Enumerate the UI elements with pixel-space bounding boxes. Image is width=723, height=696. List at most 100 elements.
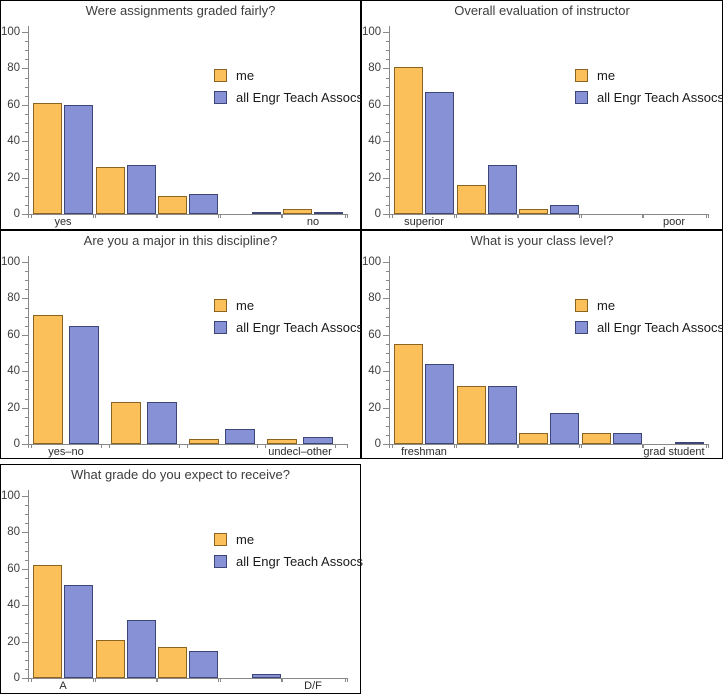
- x-axis: [28, 444, 348, 445]
- y-major-tick: [383, 141, 389, 143]
- y-tick-label: 40: [7, 365, 20, 378]
- y-minor-tick: [385, 113, 389, 115]
- y-minor-tick: [385, 425, 389, 427]
- legend-label-me: me: [236, 531, 255, 547]
- y-tick-label: 100: [1, 256, 21, 268]
- bar-me: [111, 402, 141, 444]
- x-axis: [389, 214, 709, 215]
- y-minor-tick: [24, 316, 28, 318]
- legend-label-me: me: [597, 297, 616, 313]
- y-minor-tick: [24, 343, 28, 345]
- x-tick: [280, 678, 282, 682]
- y-minor-tick: [385, 280, 389, 282]
- y-tick-label: 40: [368, 135, 381, 148]
- y-tick-label: 0: [13, 438, 20, 450]
- y-major-tick: [22, 371, 28, 373]
- category-label: superior: [404, 216, 444, 228]
- y-major-tick: [22, 605, 28, 607]
- y-minor-tick: [24, 307, 28, 309]
- chart-title: Are you a major in this discipline?: [83, 233, 278, 248]
- bar-me: [267, 439, 297, 444]
- y-major-tick: [383, 68, 389, 70]
- bar-all: [64, 105, 93, 214]
- y-major-tick: [22, 32, 28, 33]
- y-minor-tick: [385, 204, 389, 206]
- x-tick: [93, 214, 94, 218]
- x-tick: [580, 214, 582, 218]
- x-tick: [334, 444, 336, 448]
- y-axis: [28, 26, 29, 218]
- y-minor-tick: [24, 505, 28, 507]
- y-tick-label: 80: [368, 292, 381, 305]
- y-tick-label: 20: [7, 171, 20, 184]
- legend-label-all: all Engr Teach Assocs: [597, 319, 723, 335]
- y-minor-tick: [24, 541, 28, 543]
- y-major-tick: [22, 141, 28, 143]
- bar-all: [550, 205, 579, 214]
- legend-swatch-all: [214, 554, 227, 568]
- legend-item-me: me: [214, 294, 363, 316]
- x-tick: [344, 678, 346, 682]
- y-minor-tick: [385, 353, 389, 354]
- legend-swatch-me: [575, 68, 588, 82]
- y-minor-tick: [24, 132, 28, 134]
- x-axis-end-tick: [708, 444, 709, 448]
- x-tick: [282, 678, 283, 682]
- y-tick-label: 20: [368, 171, 381, 184]
- y-minor-tick: [385, 50, 389, 52]
- legend-label-all: all Engr Teach Assocs: [236, 553, 363, 569]
- x-tick: [391, 444, 393, 448]
- bar-all: [189, 651, 218, 678]
- y-minor-tick: [24, 523, 28, 525]
- y-minor-tick: [385, 150, 389, 152]
- y-tick-label: 0: [13, 208, 20, 220]
- bar-me: [456, 185, 486, 214]
- y-major-tick: [22, 214, 28, 215]
- y-minor-tick: [24, 168, 28, 170]
- y-tick-label: 80: [7, 292, 20, 305]
- y-tick-label: 100: [1, 26, 21, 38]
- y-tick-label: 100: [362, 256, 382, 268]
- bar-all: [251, 212, 281, 214]
- bar-me: [33, 565, 62, 678]
- y-minor-tick: [24, 623, 28, 625]
- x-tick: [157, 678, 158, 682]
- y-minor-tick: [24, 596, 28, 598]
- y-tick-label: 100: [362, 26, 382, 38]
- legend-swatch-me: [214, 532, 227, 546]
- y-major-tick: [383, 214, 389, 215]
- y-minor-tick: [385, 380, 389, 382]
- bar-all: [425, 92, 454, 214]
- chart-panel-class-level: What is your class level? 0 20 40 60 80 100 fr…: [361, 230, 723, 459]
- legend-item-me: me: [575, 294, 723, 316]
- bar-all: [675, 442, 704, 444]
- y-axis: [28, 256, 29, 448]
- y-tick-label: 80: [368, 62, 381, 75]
- bar-me: [519, 209, 548, 214]
- x-tick: [579, 444, 580, 448]
- y-minor-tick: [385, 434, 389, 436]
- bar-all: [303, 437, 333, 444]
- y-minor-tick: [24, 380, 28, 382]
- x-tick: [282, 214, 283, 218]
- x-tick: [516, 444, 518, 448]
- y-major-tick: [22, 641, 28, 643]
- plot-area: 0 20 40 60 80 100 superior poor: [362, 1, 722, 229]
- plot-area: 0 20 40 60 80 100 yes no: [1, 1, 360, 229]
- y-major-tick: [22, 334, 28, 336]
- x-tick: [643, 214, 644, 218]
- bar-all: [425, 364, 454, 444]
- y-major-tick: [383, 444, 389, 445]
- y-minor-tick: [24, 123, 28, 124]
- y-minor-tick: [24, 289, 28, 291]
- y-minor-tick: [24, 434, 28, 436]
- x-tick: [30, 214, 32, 218]
- x-axis-end-tick: [347, 444, 348, 448]
- x-axis-end-tick: [347, 214, 348, 218]
- bar-all: [126, 165, 156, 214]
- y-major-tick: [22, 678, 28, 679]
- x-tick: [580, 444, 582, 448]
- legend: me all Engr Teach Assocs: [214, 294, 363, 338]
- x-tick: [30, 678, 32, 682]
- y-minor-tick: [24, 59, 28, 61]
